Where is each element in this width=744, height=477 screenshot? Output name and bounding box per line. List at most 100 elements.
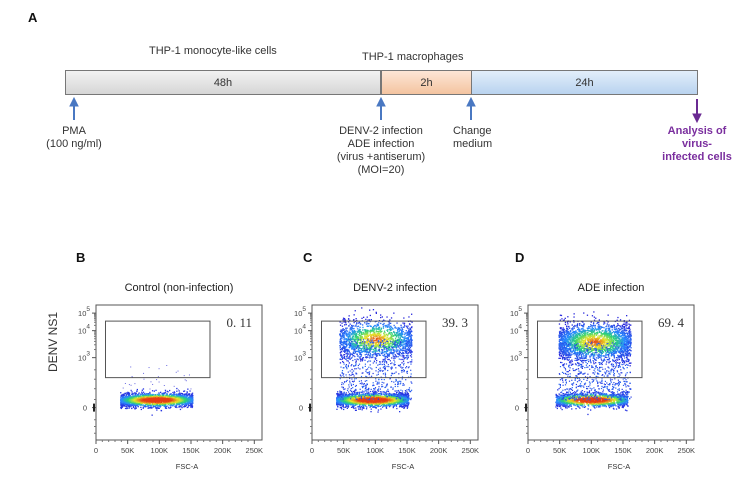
event-dot xyxy=(371,399,373,402)
event-dot xyxy=(191,400,193,402)
event-dot xyxy=(191,406,193,408)
event-dot xyxy=(408,336,410,338)
event-dot xyxy=(166,394,168,396)
event-dot xyxy=(336,397,338,399)
event-dot xyxy=(384,325,386,327)
event-dot xyxy=(137,406,139,408)
event-dot xyxy=(389,393,391,395)
x-tick-label: 200K xyxy=(214,446,232,455)
event-dot xyxy=(126,405,128,407)
event-dot xyxy=(348,396,350,398)
event-dot xyxy=(384,399,386,401)
event-dot xyxy=(146,403,148,406)
event-dot xyxy=(407,393,409,395)
event-dot xyxy=(339,399,341,401)
event-dot xyxy=(170,406,172,408)
event-dot xyxy=(360,401,363,404)
event-dot xyxy=(348,405,350,407)
event-dot xyxy=(348,394,351,396)
event-dot xyxy=(405,345,407,347)
event-dot xyxy=(169,398,172,400)
event-dot xyxy=(143,398,145,400)
event-dot xyxy=(170,400,172,402)
event-dot xyxy=(380,393,383,395)
event-dot xyxy=(173,395,175,397)
event-dot xyxy=(143,394,145,396)
event-dot xyxy=(343,349,345,351)
event-dot xyxy=(177,370,179,372)
x-axis-label: FSC-A xyxy=(176,462,199,471)
event-dot xyxy=(156,404,158,407)
event-dot xyxy=(137,397,139,399)
event-dot xyxy=(181,396,183,398)
event-dot xyxy=(120,398,123,401)
event-line: (virus +antiserum) xyxy=(336,151,426,163)
event-dot xyxy=(123,400,125,402)
event-dot xyxy=(345,394,347,396)
event-dot xyxy=(336,399,338,402)
event-dot xyxy=(362,405,364,407)
event-dot xyxy=(340,331,342,333)
event-dot xyxy=(405,394,407,396)
event-dot xyxy=(374,394,377,396)
event-dot xyxy=(374,328,376,330)
event-dot xyxy=(347,353,349,355)
event-dot xyxy=(121,406,124,408)
event-dot xyxy=(403,400,405,402)
event-dot xyxy=(135,404,137,406)
event-dot xyxy=(382,401,384,403)
event-dot xyxy=(160,396,162,399)
event-dot xyxy=(353,391,356,393)
event-dot xyxy=(403,355,405,357)
event-dot xyxy=(343,406,345,408)
event-dot xyxy=(402,397,404,399)
event-dot xyxy=(358,401,360,403)
event-dot xyxy=(128,401,130,404)
event-dot xyxy=(385,395,387,397)
event-dot xyxy=(159,405,161,407)
event-dot xyxy=(162,395,164,397)
event-dot xyxy=(362,399,365,401)
event-dot xyxy=(346,343,348,346)
event-dot xyxy=(122,404,124,406)
event-dot xyxy=(159,403,161,406)
event-dot xyxy=(343,402,346,404)
event-dot xyxy=(186,396,188,398)
event-dot xyxy=(336,394,339,396)
event-dot xyxy=(161,399,163,402)
event-dot xyxy=(356,393,358,395)
event-dot xyxy=(370,405,372,407)
event-dot xyxy=(168,400,170,402)
event-dot xyxy=(135,407,137,409)
event-dot xyxy=(390,400,392,403)
event-dot xyxy=(135,395,137,398)
event-dot xyxy=(391,357,393,359)
event-dot xyxy=(178,401,180,403)
event-dot xyxy=(130,404,133,406)
event-dot xyxy=(136,403,138,406)
event-dot xyxy=(406,400,408,402)
event-dot xyxy=(129,405,132,407)
event-dot xyxy=(153,404,155,406)
event-dot xyxy=(174,401,177,403)
event-dot xyxy=(341,330,343,332)
event-dot xyxy=(366,396,369,399)
event-dot xyxy=(151,401,153,404)
event-dot xyxy=(369,314,371,317)
event-dot xyxy=(175,396,177,398)
event-dot xyxy=(345,395,347,398)
event-dot xyxy=(395,399,398,402)
event-dot xyxy=(377,394,380,396)
gate-rectangle xyxy=(104,320,211,379)
event-dot xyxy=(186,400,189,403)
event-dot xyxy=(342,404,344,406)
event-dot xyxy=(346,395,348,397)
event-dot xyxy=(359,402,361,405)
event-dot xyxy=(356,326,358,328)
event-dot xyxy=(191,395,193,397)
event-dot xyxy=(358,339,360,341)
event-dot xyxy=(148,401,150,403)
event-dot xyxy=(120,403,122,405)
event-dot xyxy=(405,394,408,396)
event-dot xyxy=(374,390,376,392)
